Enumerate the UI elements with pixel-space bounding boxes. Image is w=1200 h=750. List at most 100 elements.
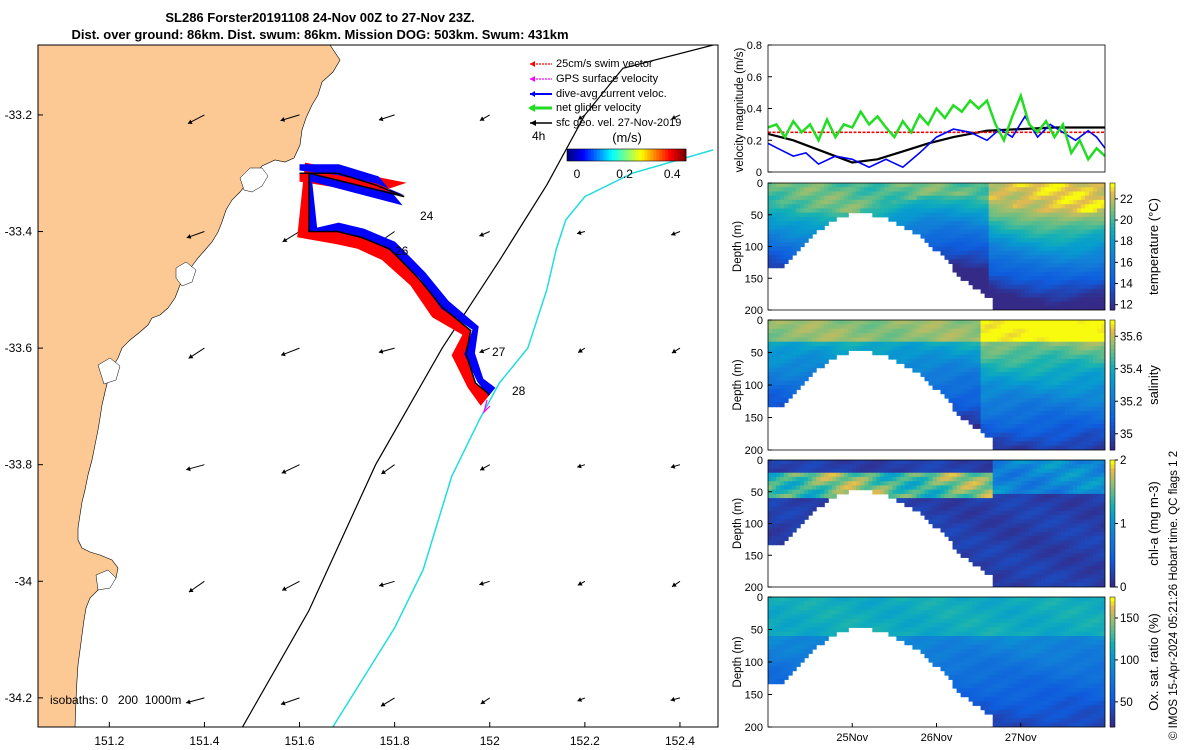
section-cell [1008,574,1014,580]
section-cell [904,225,910,231]
section-cell [784,363,789,369]
section-cell [1097,424,1102,429]
section-cell [1016,402,1022,408]
section-cell [784,476,789,482]
section-cell [996,472,1002,478]
section-cell [1004,195,1010,201]
section-colorbar-cell [1110,421,1115,427]
section-cell [1012,259,1018,265]
section-cell [928,337,934,343]
section-cell [772,354,777,360]
section-cell [856,195,861,201]
section-cell [996,481,1002,487]
section-cell [1060,191,1066,197]
section-cell [968,493,974,499]
section-cell [1076,385,1082,390]
section-cell [1036,428,1042,434]
section-cell [892,485,898,491]
section-cell [860,472,865,478]
section-cell [1080,221,1086,226]
section-cell [784,199,789,205]
section-cell [928,221,934,226]
section-cell [1000,255,1006,260]
section-cell [1004,350,1010,356]
section-cell [840,337,845,343]
section-cell [976,536,982,542]
section-cell [844,472,849,478]
section-cell [1080,284,1086,290]
section-cell [976,424,982,429]
section-cell [784,468,789,474]
section-cell [984,548,990,554]
section-cell [1044,502,1050,508]
section-cell [1000,561,1006,567]
section-cell [996,519,1002,525]
section-cell [1016,493,1022,499]
section-cell [992,320,998,325]
section-cell [1072,411,1078,416]
section-cell [1028,515,1034,520]
section-cell [948,346,954,351]
section-cell [912,346,918,351]
gps-velocity-end [482,399,491,414]
section-cell [1020,441,1026,447]
section-cell [816,187,821,193]
section-cell [996,489,1002,495]
section-cell [932,476,938,482]
section-cell [948,367,954,373]
section-cell [936,367,942,373]
section-cell [804,204,809,210]
section-cell [996,380,1002,386]
section-cell [1093,301,1098,307]
section-cell [768,363,773,369]
section-cell [940,320,946,325]
section-cell [1048,489,1054,495]
section-cell [1044,263,1050,269]
section-cell [1036,445,1042,450]
section-cell [956,199,962,205]
section-cell [1084,350,1090,356]
section-cell [1016,578,1022,584]
section-cell [1008,229,1014,235]
section-cell [1052,411,1058,416]
section-cell [816,328,821,334]
section-cell [1048,398,1054,403]
section-cell [1093,367,1098,373]
section-cell [1089,337,1094,343]
section-cell [784,385,789,390]
section-cell [964,372,970,377]
section-cell [856,208,861,214]
section-cell [992,212,998,218]
section-cell [968,367,974,373]
section-cell [816,183,821,188]
section-cell [928,489,934,495]
section-cell [812,199,817,205]
speed-colorbar-cell [665,149,669,161]
section-cell [972,354,978,360]
section-cell [820,460,825,465]
section-cell [1101,428,1105,434]
section-cell [1008,385,1014,390]
section-cell [932,380,938,386]
section-cell [996,532,1002,537]
section-cell [1000,389,1006,395]
speed-colorbar-cell [677,149,681,161]
section-cell [1024,359,1030,364]
section-cell [1097,238,1102,243]
section-cell [1028,284,1034,290]
section-cell [1024,284,1030,290]
section-cell [776,523,781,529]
section-cell [1020,376,1026,382]
section-cell [1064,288,1070,294]
section-cell [992,544,998,550]
section-cell [1032,216,1038,222]
section-cell [896,199,902,205]
section-cell [956,406,962,412]
section-cell [836,350,841,356]
section-cell [788,233,793,239]
section-cell [940,225,946,231]
section-cell [968,411,974,416]
section-cell [972,464,978,470]
section-cell [852,195,857,201]
section-cell [1052,481,1058,487]
